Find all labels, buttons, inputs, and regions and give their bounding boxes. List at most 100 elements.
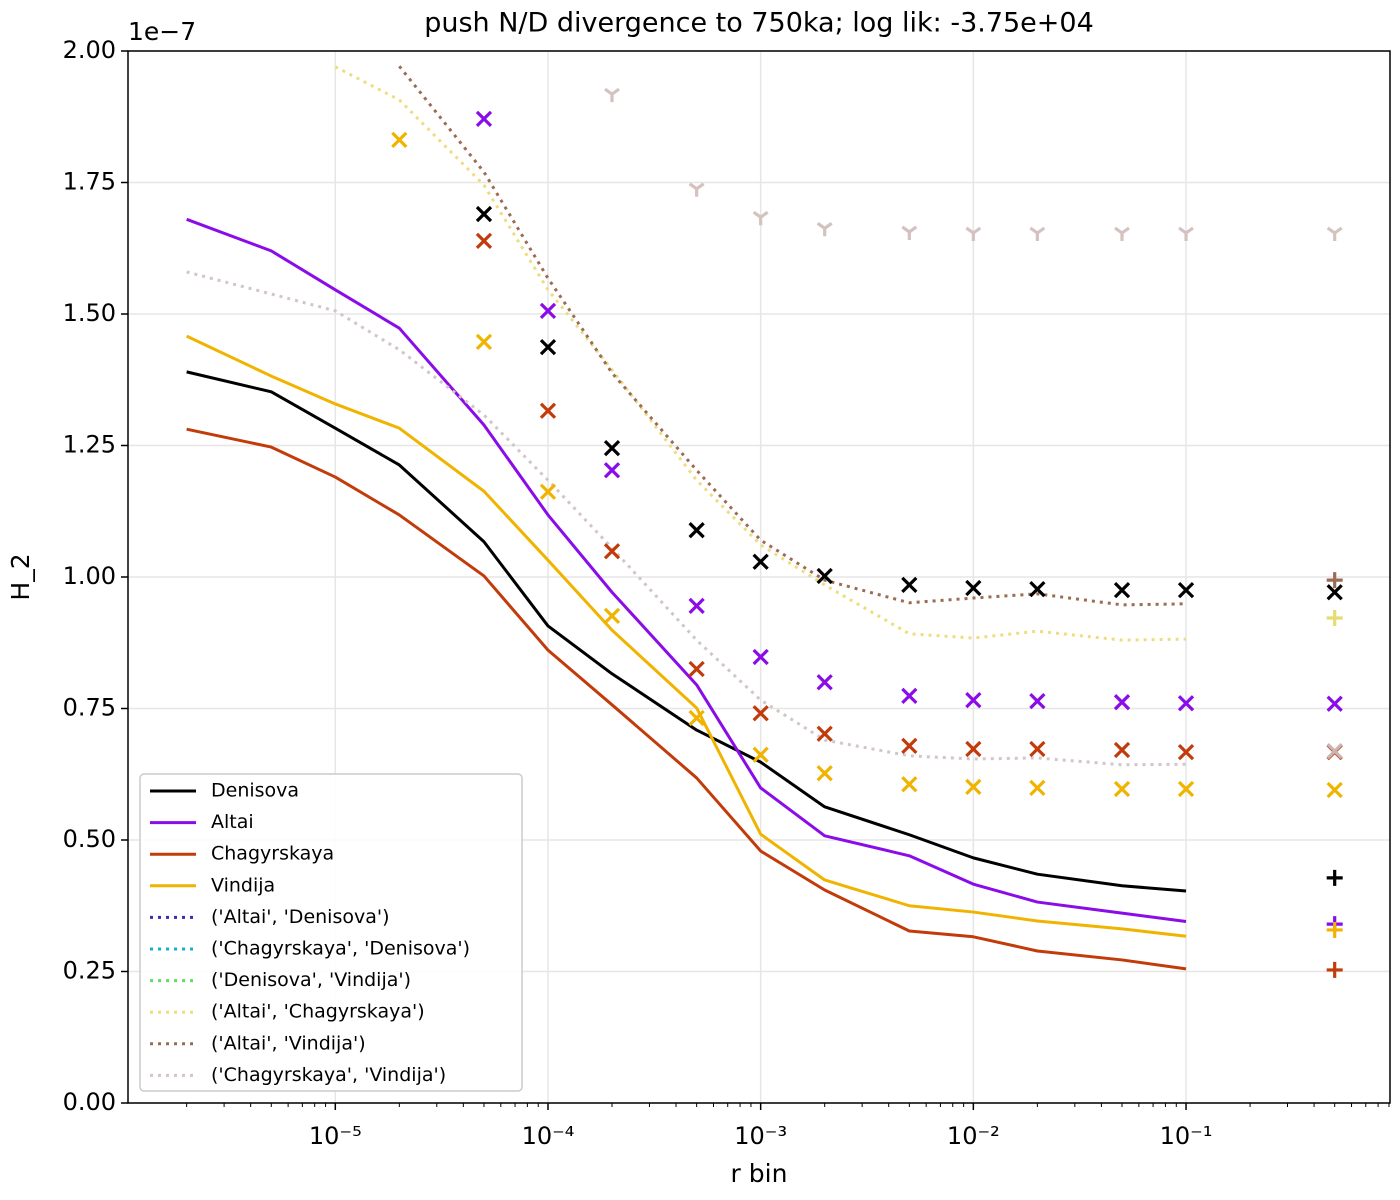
marker (752, 553, 769, 570)
marker (816, 765, 833, 782)
legend-label: Altai (211, 811, 254, 833)
legend-label: ('Altai', 'Denisova') (211, 906, 390, 928)
marker (603, 607, 621, 625)
marker (1029, 740, 1046, 758)
line (334, 65, 1187, 642)
marker (603, 462, 621, 479)
y-tick-label: 1.50 (63, 299, 116, 327)
marker (1113, 780, 1131, 798)
marker (901, 576, 918, 594)
marker (603, 439, 621, 457)
marker (688, 709, 705, 727)
marker (1029, 226, 1046, 241)
axes: 0.00 0.25 0.50 0.75 1.00 1.25 1.50 1.75 2.00 10⁻⁵… (63, 36, 1390, 1150)
marker (901, 776, 918, 793)
y-tick-label: 1.25 (63, 431, 116, 459)
legend-label: ('Chagyrskaya', 'Vindija') (211, 1064, 446, 1086)
legend-label: Vindija (211, 874, 275, 896)
marker (816, 725, 833, 742)
marker (901, 737, 918, 754)
x-tick-label: 10⁻⁵ (309, 1122, 362, 1150)
x-tick-label: 10⁻² (947, 1122, 1000, 1150)
marker (1326, 695, 1343, 712)
marker (1177, 582, 1195, 599)
marker (391, 131, 408, 149)
marker (816, 674, 833, 691)
marker (539, 483, 557, 500)
marker (539, 302, 557, 319)
line (186, 427, 1187, 971)
legend-label: ('Denisova', 'Vindija') (211, 969, 411, 991)
marker (475, 205, 493, 223)
marker (688, 597, 705, 615)
marker (1177, 780, 1195, 798)
marker (1326, 610, 1343, 627)
marker (1177, 744, 1195, 761)
marker (816, 221, 833, 237)
legend-label: ('Chagyrskaya', 'Denisova') (211, 938, 470, 960)
x-tick-label: 10⁻¹ (1160, 1122, 1213, 1150)
marker (1029, 580, 1046, 598)
marker (1326, 781, 1343, 799)
line (186, 270, 1187, 767)
marker (475, 333, 493, 351)
marker (1029, 779, 1046, 797)
marker (1326, 742, 1343, 760)
legend-label: ('Altai', 'Chagyrskaya') (211, 1001, 425, 1023)
y-axis-label: H_2 (6, 553, 35, 600)
marker (688, 660, 705, 678)
legend-label: ('Altai', 'Vindija') (211, 1032, 366, 1054)
y-tick-label: 0.25 (63, 957, 116, 985)
marker (752, 705, 769, 722)
y-tick-label: 2.00 (63, 36, 116, 64)
marker (603, 543, 621, 560)
x-axis-label: r bin (731, 1159, 788, 1188)
y-tick-label: 0.00 (63, 1088, 116, 1116)
marker (901, 225, 918, 240)
marker (1177, 695, 1195, 712)
line (185, 334, 1187, 938)
marker (539, 402, 557, 419)
marker (475, 110, 493, 127)
y-offset-label: 1e−7 (128, 17, 196, 46)
marker (1114, 226, 1130, 241)
marker (1326, 961, 1343, 978)
marker (539, 339, 557, 356)
marker (688, 182, 705, 197)
legend-box (139, 773, 523, 1092)
legend-label: Chagyrskaya (211, 843, 334, 865)
marker (965, 740, 982, 758)
marker (1113, 694, 1131, 711)
marker (1326, 921, 1343, 938)
marker (1326, 584, 1343, 601)
line (186, 217, 1187, 924)
marker (752, 648, 769, 666)
marker (965, 691, 982, 709)
marker (688, 522, 705, 539)
legend: Denisova Altai Chagyrskaya Vindija ('Altai',… (139, 773, 523, 1092)
marker (965, 778, 982, 796)
legend-label: Denisova (211, 780, 299, 802)
marker (1113, 582, 1131, 599)
marker (816, 567, 833, 585)
marker (1113, 741, 1131, 759)
marker (965, 226, 982, 241)
x-tick-label: 10⁻⁴ (522, 1122, 575, 1150)
marker (1326, 226, 1343, 241)
marker (752, 746, 769, 763)
marker (1326, 572, 1343, 589)
marker (604, 87, 620, 103)
marker (752, 210, 769, 226)
y-tick-label: 1.00 (63, 562, 116, 590)
marker (475, 232, 493, 250)
marker (1178, 226, 1194, 241)
y-tick-label: 0.50 (63, 825, 116, 853)
line (186, 370, 1187, 893)
chart-title: push N/D divergence to 750ka; log lik: -… (424, 8, 1094, 39)
marker (1326, 869, 1343, 886)
marker (965, 579, 982, 597)
y-tick-label: 1.75 (63, 168, 116, 196)
plot-area (185, 65, 1343, 978)
marker (1029, 693, 1046, 710)
